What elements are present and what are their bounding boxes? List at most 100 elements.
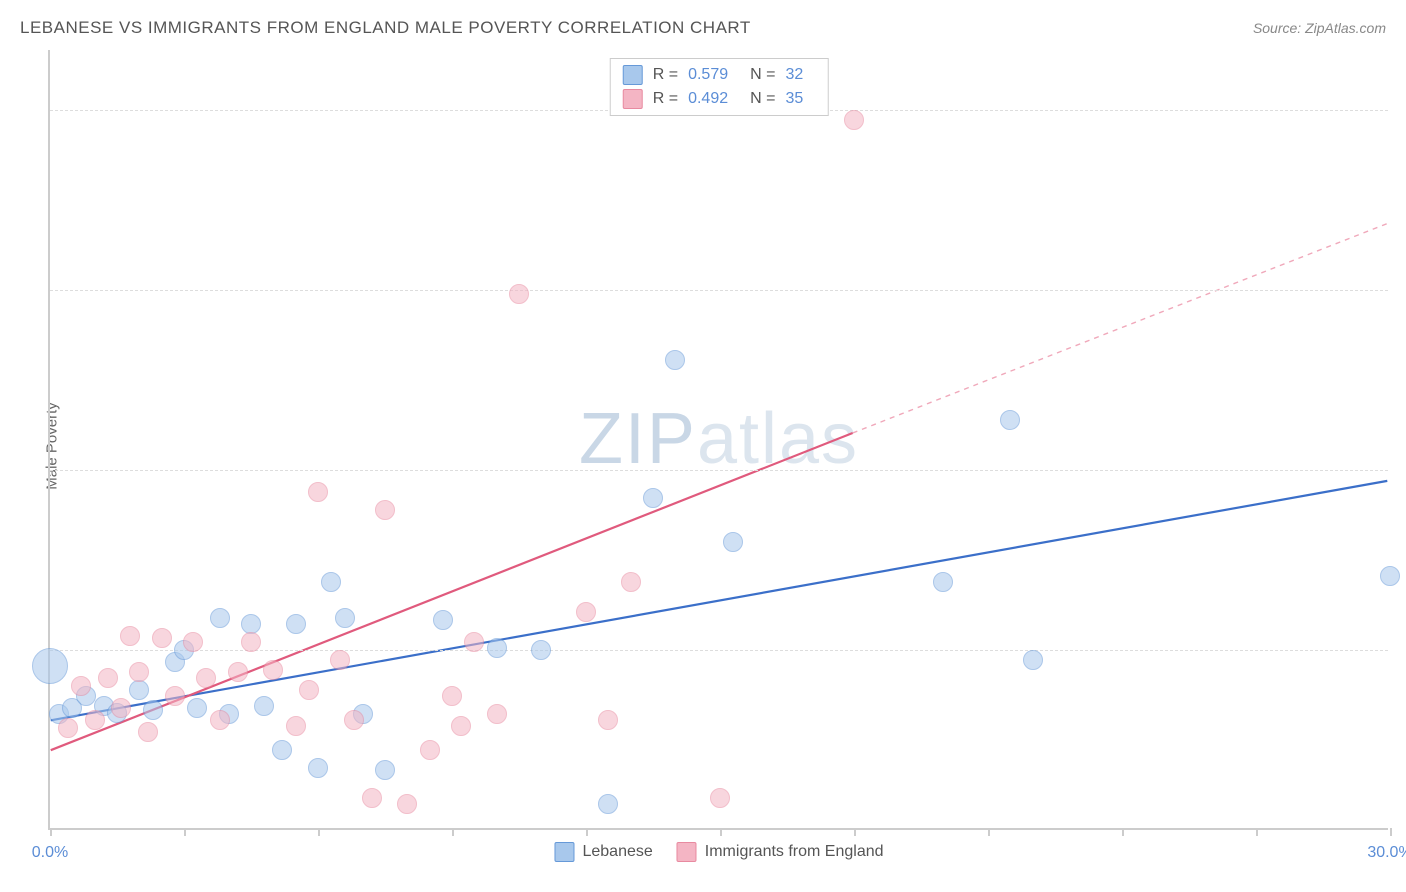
scatter-point-pink (228, 662, 248, 682)
scatter-point-pink (58, 718, 78, 738)
x-tick (50, 828, 52, 836)
swatch-pink (623, 89, 643, 109)
scatter-point-blue (32, 648, 68, 684)
legend-swatch-pink (677, 842, 697, 862)
x-tick (720, 828, 722, 836)
n-label-blue: N = (750, 66, 775, 84)
y-tick-label: 30.0% (1398, 461, 1406, 479)
scatter-point-pink (210, 710, 230, 730)
scatter-point-blue (933, 572, 953, 592)
scatter-point-pink (509, 284, 529, 304)
scatter-point-pink (138, 722, 158, 742)
r-label-blue: R = (653, 66, 678, 84)
x-tick (184, 828, 186, 836)
x-tick (586, 828, 588, 836)
scatter-point-pink (196, 668, 216, 688)
scatter-point-pink (420, 740, 440, 760)
x-tick-label: 30.0% (1367, 844, 1406, 862)
legend-item-pink: Immigrants from England (677, 842, 884, 862)
gridline (50, 470, 1388, 471)
scatter-point-blue (308, 758, 328, 778)
r-value-pink: 0.492 (688, 90, 728, 108)
scatter-point-pink (183, 632, 203, 652)
series-legend: Lebanese Immigrants from England (554, 842, 883, 862)
x-tick (1122, 828, 1124, 836)
stats-row-pink: R = 0.492 N = 35 (623, 87, 816, 111)
chart-plot-area: ZIPatlas R = 0.579 N = 32 R = 0.492 N = … (48, 50, 1388, 830)
scatter-point-blue (335, 608, 355, 628)
legend-swatch-blue (554, 842, 574, 862)
scatter-point-pink (710, 788, 730, 808)
scatter-point-pink (299, 680, 319, 700)
stats-row-blue: R = 0.579 N = 32 (623, 63, 816, 87)
scatter-point-pink (375, 500, 395, 520)
n-value-pink: 35 (785, 90, 803, 108)
legend-label-blue: Lebanese (582, 843, 652, 861)
x-tick (452, 828, 454, 836)
x-tick (854, 828, 856, 836)
r-value-blue: 0.579 (688, 66, 728, 84)
scatter-point-pink (451, 716, 471, 736)
y-tick-label: 15.0% (1398, 641, 1406, 659)
scatter-point-blue (531, 640, 551, 660)
scatter-point-blue (643, 488, 663, 508)
scatter-point-pink (71, 676, 91, 696)
scatter-point-pink (621, 572, 641, 592)
scatter-point-pink (397, 794, 417, 814)
scatter-point-pink (111, 698, 131, 718)
scatter-point-pink (152, 628, 172, 648)
scatter-point-blue (321, 572, 341, 592)
scatter-point-blue (598, 794, 618, 814)
scatter-point-pink (85, 710, 105, 730)
watermark-part2: atlas (697, 399, 859, 479)
x-tick (1390, 828, 1392, 836)
scatter-point-blue (487, 638, 507, 658)
scatter-point-blue (129, 680, 149, 700)
scatter-point-pink (165, 686, 185, 706)
scatter-point-pink (344, 710, 364, 730)
scatter-point-blue (241, 614, 261, 634)
scatter-point-blue (1000, 410, 1020, 430)
scatter-point-pink (844, 110, 864, 130)
scatter-point-blue (1023, 650, 1043, 670)
x-tick (1256, 828, 1258, 836)
scatter-point-blue (286, 614, 306, 634)
scatter-point-blue (272, 740, 292, 760)
scatter-point-pink (98, 668, 118, 688)
legend-item-blue: Lebanese (554, 842, 652, 862)
watermark: ZIPatlas (579, 398, 859, 480)
scatter-point-blue (187, 698, 207, 718)
chart-title: LEBANESE VS IMMIGRANTS FROM ENGLAND MALE… (20, 18, 751, 38)
scatter-point-pink (308, 482, 328, 502)
scatter-point-pink (576, 602, 596, 622)
scatter-point-pink (120, 626, 140, 646)
source-attribution: Source: ZipAtlas.com (1253, 20, 1386, 36)
scatter-point-pink (263, 660, 283, 680)
scatter-point-blue (375, 760, 395, 780)
scatter-point-blue (1380, 566, 1400, 586)
r-label-pink: R = (653, 90, 678, 108)
scatter-point-blue (143, 700, 163, 720)
scatter-point-pink (442, 686, 462, 706)
y-tick-label: 45.0% (1398, 281, 1406, 299)
scatter-point-pink (598, 710, 618, 730)
n-value-blue: 32 (785, 66, 803, 84)
x-tick-label: 0.0% (32, 844, 68, 862)
scatter-point-blue (433, 610, 453, 630)
y-tick-label: 60.0% (1398, 101, 1406, 119)
scatter-point-pink (241, 632, 261, 652)
scatter-point-pink (330, 650, 350, 670)
scatter-point-pink (362, 788, 382, 808)
scatter-point-pink (487, 704, 507, 724)
scatter-point-blue (254, 696, 274, 716)
stats-legend: R = 0.579 N = 32 R = 0.492 N = 35 (610, 58, 829, 116)
scatter-point-blue (210, 608, 230, 628)
x-tick (318, 828, 320, 836)
swatch-blue (623, 65, 643, 85)
scatter-point-pink (286, 716, 306, 736)
scatter-point-pink (129, 662, 149, 682)
scatter-point-pink (464, 632, 484, 652)
trend-lines-layer (50, 50, 1388, 828)
watermark-part1: ZIP (579, 399, 697, 479)
scatter-point-blue (723, 532, 743, 552)
